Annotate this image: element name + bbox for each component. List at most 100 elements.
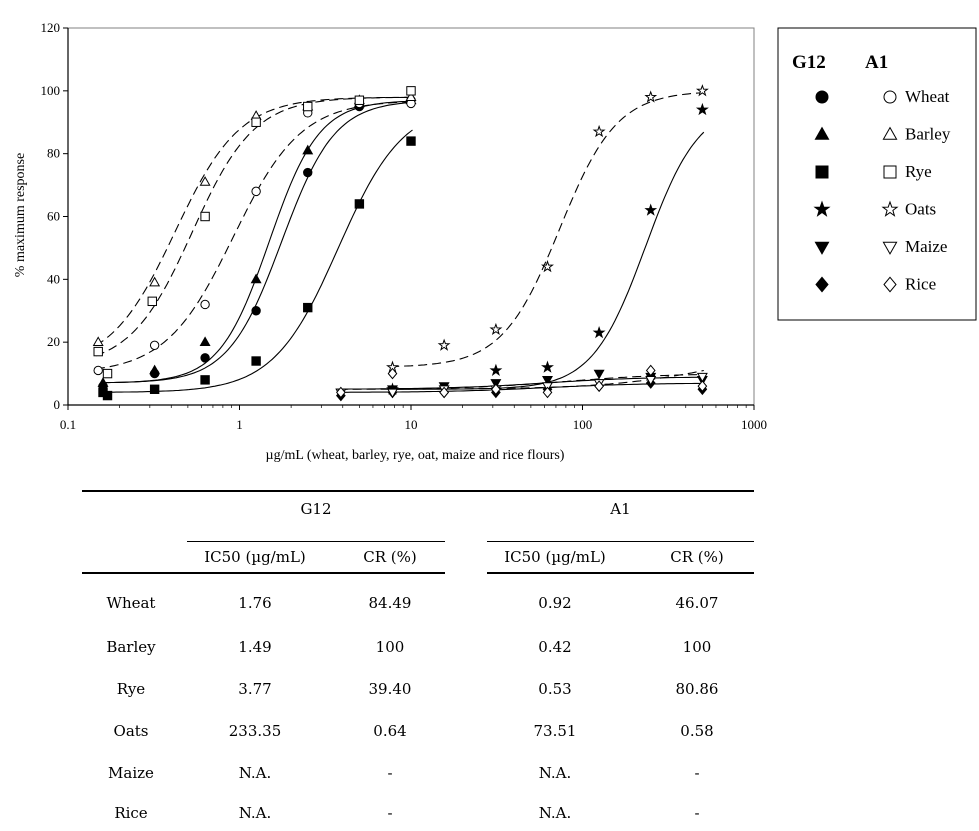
legend-marker-g12-wheat	[815, 90, 829, 104]
data-point-g12-rye	[303, 302, 313, 313]
fit-curve-g12-rice	[338, 382, 704, 393]
a1-ic50-value: 0.53	[538, 680, 572, 698]
table-row: Barley 1.49 100 0.42 100	[82, 638, 754, 664]
legend-marker-g12-rice	[815, 276, 829, 293]
a1-ic50-value: N.A.	[538, 764, 572, 782]
legend-label-maize: Maize	[905, 237, 947, 256]
g12-cr-value: -	[387, 804, 393, 822]
legend-label-rye: Rye	[905, 162, 932, 181]
data-point-a1-rice	[645, 364, 656, 377]
y-axis-label: % maximum response	[13, 153, 28, 277]
group-header-g12: G12	[300, 500, 332, 518]
x-tick-label: 100	[573, 417, 593, 432]
data-point-g12-maize	[542, 376, 553, 386]
row-label: Maize	[108, 764, 154, 782]
x-tick-label: 1000	[741, 417, 767, 432]
g12-ic50-value: N.A.	[238, 804, 272, 822]
legend-marker-a1-wheat	[883, 90, 897, 104]
table-row: Wheat 1.76 84.49 0.92 46.07	[82, 594, 754, 620]
data-point-g12-oats	[644, 203, 658, 216]
fit-curve-a1-wheat	[95, 101, 413, 370]
legend-label-rice: Rice	[905, 275, 936, 294]
row-label: Wheat	[106, 594, 156, 612]
fit-curve-a1-rice	[338, 369, 704, 390]
data-point-g12-wheat	[251, 306, 261, 316]
response-chart: 0 20 40 60 80 100 120 0.1 1 10 100 1000 % maximum r…	[13, 20, 977, 463]
row-label: Oats	[113, 722, 149, 740]
g12-ic50-value: 233.35	[228, 722, 282, 740]
x-tick-label: 10	[405, 417, 418, 432]
row-label: Rice	[114, 804, 148, 822]
data-point-a1-rye	[406, 86, 416, 96]
data-point-g12-wheat	[200, 353, 210, 363]
data-point-a1-rye	[354, 95, 365, 105]
fit-curve-g12-barley	[100, 100, 413, 384]
legend-marker-a1-rye	[883, 165, 897, 179]
data-point-a1-wheat	[200, 299, 210, 310]
col-header-g12-cr: CR (%)	[363, 548, 417, 566]
group-rule-a1	[487, 541, 754, 542]
data-point-a1-maize	[696, 372, 708, 383]
data-point-a1-rice	[594, 380, 604, 392]
data-point-g12-oats	[695, 102, 709, 116]
data-point-g12-barley	[97, 377, 109, 387]
g12-ic50-value: N.A.	[238, 764, 272, 782]
data-point-a1-oats	[695, 84, 709, 97]
a1-cr-value: 80.86	[675, 680, 719, 698]
a1-ic50-value: 0.42	[538, 638, 572, 656]
y-tick-label: 120	[41, 20, 61, 35]
legend-marker-g12-rye	[815, 165, 829, 179]
data-point-a1-barley	[405, 91, 417, 101]
data-point-g12-rye	[102, 390, 113, 401]
data-point-a1-rye	[200, 211, 210, 222]
data-point-a1-rye	[147, 296, 157, 307]
fit-curve-a1-oats	[390, 92, 704, 368]
data-point-a1-barley	[199, 176, 211, 186]
table-top-rule	[82, 490, 754, 492]
data-point-a1-rye	[102, 368, 113, 379]
group-rule-g12	[187, 541, 445, 542]
data-point-a1-oats	[489, 322, 503, 336]
data-point-a1-rice	[542, 386, 553, 399]
data-point-a1-wheat	[149, 340, 160, 351]
data-point-g12-barley	[302, 144, 314, 155]
data-point-g12-barley	[250, 273, 262, 284]
data-point-a1-rye	[251, 117, 261, 127]
a1-cr-value: -	[694, 764, 700, 782]
a1-cr-value: -	[694, 804, 700, 822]
data-point-a1-rye	[93, 346, 103, 357]
y-tick-label: 80	[47, 146, 60, 161]
legend-marker-a1-barley	[882, 126, 898, 140]
data-point-a1-rice	[387, 367, 398, 380]
y-tick-label: 40	[47, 271, 60, 286]
table-row: Maize N.A. - N.A. -	[82, 764, 754, 790]
col-header-a1-cr: CR (%)	[670, 548, 724, 566]
data-point-a1-rice	[439, 386, 449, 399]
data-point-g12-rye	[354, 199, 365, 209]
header-rule-left	[82, 572, 445, 574]
legend-box	[777, 27, 977, 321]
col-header-a1-ic50: IC50 (µg/mL)	[504, 548, 606, 566]
data-point-a1-rice	[697, 380, 708, 392]
data-point-g12-barley	[149, 364, 161, 375]
legend-marker-a1-oats	[881, 200, 899, 217]
data-point-a1-barley	[92, 336, 104, 347]
data-point-g12-wheat	[303, 167, 313, 178]
table-row: Rye 3.77 39.40 0.53 80.86	[82, 680, 754, 706]
data-point-g12-rye	[406, 136, 416, 146]
y-tick-label: 60	[47, 209, 60, 224]
g12-cr-value: 0.64	[373, 722, 407, 740]
data-point-a1-oats	[437, 338, 451, 351]
data-point-g12-oats	[541, 360, 554, 373]
legend-marker-g12-oats	[813, 200, 831, 217]
data-point-a1-wheat	[251, 186, 261, 197]
data-point-a1-oats	[592, 124, 606, 138]
y-tick-label: 0	[54, 397, 61, 412]
data-point-a1-rice	[491, 383, 501, 396]
header-rule-right	[487, 572, 754, 574]
g12-cr-value: -	[387, 764, 393, 782]
a1-cr-value: 100	[682, 638, 712, 656]
data-point-a1-maize	[645, 376, 657, 386]
y-tick-label: 20	[47, 334, 60, 349]
legend-marker-a1-rice	[883, 276, 897, 293]
